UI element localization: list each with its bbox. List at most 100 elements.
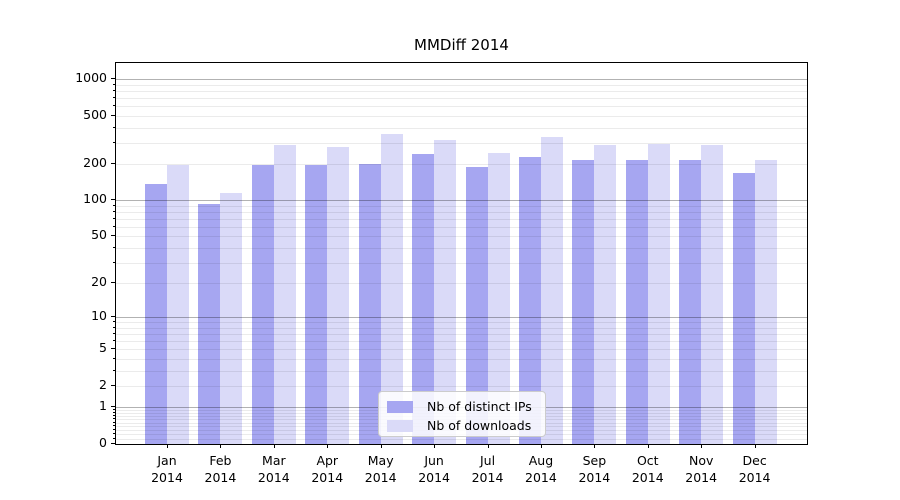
plot-area [115, 62, 808, 445]
y-axis-minor-tick [113, 421, 115, 423]
bar-downloads [220, 192, 243, 444]
bar-distinct-ips [305, 165, 328, 444]
y-axis-minor-tick [113, 326, 115, 328]
y-axis-minor-tick [113, 418, 115, 420]
x-axis-tick [594, 444, 596, 448]
legend-box: Nb of distinct IPs Nb of downloads [378, 391, 546, 437]
y-axis-minor-tick [113, 414, 115, 416]
y-axis-tick [111, 78, 115, 80]
legend-row-distinct-ips: Nb of distinct IPs [379, 397, 545, 416]
y-axis-minor-tick [113, 97, 115, 99]
x-tick-label: May 2014 [364, 453, 397, 485]
x-tick-label: Feb 2014 [204, 453, 237, 485]
bar-distinct-ips [518, 157, 541, 444]
y-axis-minor-tick [113, 369, 115, 371]
bars-layer [116, 63, 807, 444]
y-axis-minor-tick [113, 411, 115, 413]
x-axis-tick [754, 444, 756, 448]
x-axis-tick [380, 444, 382, 448]
y-tick-label: 1 [99, 398, 107, 414]
y-axis-minor-tick [113, 433, 115, 435]
x-tick-label: Oct 2014 [631, 453, 664, 485]
y-axis-minor-tick [113, 217, 115, 219]
bar-distinct-ips [679, 160, 702, 444]
bar-downloads [167, 165, 189, 444]
x-axis-tick [540, 444, 542, 448]
x-tick-label: Jan 2014 [151, 453, 183, 485]
y-axis-minor-tick [113, 210, 115, 212]
y-axis-minor-tick [113, 89, 115, 91]
bar-distinct-ips [732, 173, 755, 444]
y-axis-minor-tick [113, 83, 115, 85]
x-axis-tick [327, 444, 329, 448]
x-axis-tick [487, 444, 489, 448]
x-tick-label: Nov 2014 [685, 453, 718, 485]
bar-distinct-ips [358, 163, 381, 444]
x-axis-tick [220, 444, 222, 448]
bar-downloads [540, 136, 563, 444]
legend-label-downloads: Nb of downloads [427, 418, 532, 433]
x-tick-label: Jun 2014 [418, 453, 450, 485]
y-axis-minor-tick [113, 141, 115, 143]
y-tick-label: 1000 [75, 70, 107, 86]
y-axis-tick [111, 162, 115, 164]
bar-downloads [487, 153, 510, 444]
bar-downloads [701, 145, 724, 444]
y-tick-label: 200 [83, 154, 107, 170]
x-tick-label: Dec 2014 [738, 453, 771, 485]
y-axis-tick [111, 199, 115, 201]
x-axis-tick [434, 444, 436, 448]
y-tick-label: 20 [91, 274, 107, 290]
bar-downloads [754, 160, 777, 444]
y-tick-label: 2 [99, 376, 107, 392]
y-axis-minor-tick [113, 204, 115, 206]
bar-downloads [434, 140, 457, 444]
y-axis-tick [111, 114, 115, 116]
y-tick-label: 5 [99, 340, 107, 356]
x-tick-label: Apr 2014 [311, 453, 344, 485]
bar-distinct-ips [412, 154, 435, 444]
y-axis-tick [111, 235, 115, 237]
chart-title: MMDiff 2014 [414, 36, 509, 54]
bar-downloads [647, 143, 670, 444]
bar-distinct-ips [572, 160, 595, 444]
x-tick-label: Mar 2014 [257, 453, 290, 485]
y-axis-tick [111, 384, 115, 386]
y-axis-minor-tick [113, 437, 115, 439]
x-axis-tick [167, 444, 168, 448]
legend-label-distinct-ips: Nb of distinct IPs [427, 399, 532, 414]
x-tick-label: Sep 2014 [578, 453, 611, 485]
y-axis-minor-tick [113, 409, 115, 411]
bar-distinct-ips [251, 165, 274, 444]
y-tick-label: 100 [83, 191, 107, 207]
y-tick-label: 500 [83, 106, 107, 122]
bar-distinct-ips [145, 183, 167, 444]
bar-distinct-ips [198, 203, 221, 444]
y-axis-tick [111, 348, 115, 350]
x-tick-label: Jul 2014 [471, 453, 504, 485]
bar-distinct-ips [625, 159, 648, 444]
legend-swatch-distinct-ips [387, 400, 413, 413]
x-tick-label: Aug 2014 [525, 453, 557, 485]
y-axis-tick [111, 443, 115, 444]
bar-downloads [273, 145, 296, 444]
y-tick-label: 50 [91, 227, 107, 243]
x-axis-tick [647, 444, 649, 448]
y-axis-minor-tick [113, 340, 115, 342]
y-axis-minor-tick [113, 333, 115, 335]
y-axis-minor-tick [113, 225, 115, 227]
y-axis-tick [111, 282, 115, 284]
x-axis-tick [273, 444, 275, 448]
y-axis-minor-tick [113, 246, 115, 248]
y-axis-minor-tick [113, 425, 115, 427]
bar-downloads [327, 147, 350, 444]
legend-row-downloads: Nb of downloads [379, 416, 545, 435]
y-tick-label: 0 [99, 435, 107, 450]
y-axis-minor-tick [113, 321, 115, 323]
bar-downloads [380, 133, 403, 444]
y-axis-minor-tick [113, 261, 115, 263]
legend-swatch-downloads [387, 419, 413, 432]
bar-distinct-ips [465, 167, 488, 444]
y-axis-minor-tick [113, 105, 115, 107]
